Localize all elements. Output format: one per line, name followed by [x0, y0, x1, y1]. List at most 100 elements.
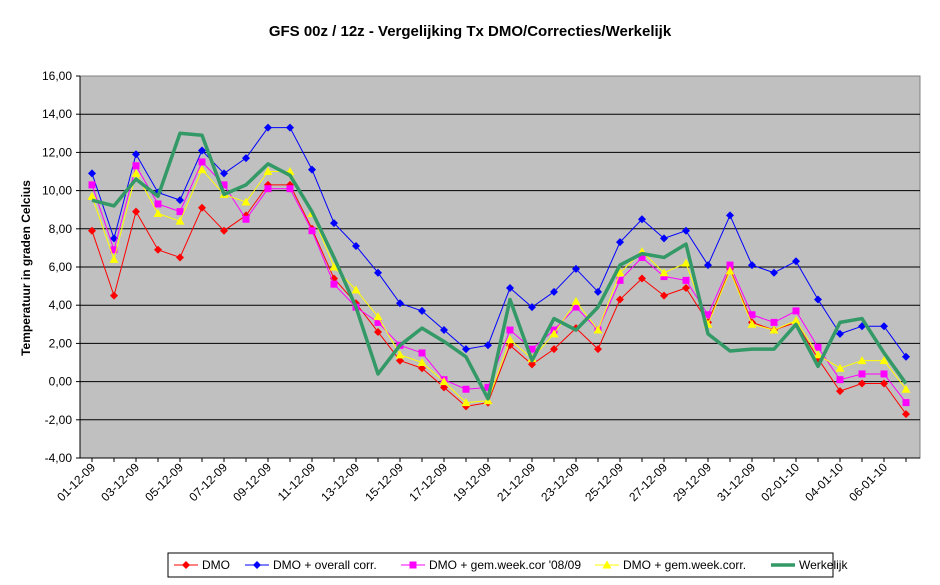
- legend-label: Werkelijk: [799, 558, 848, 572]
- data-point: [330, 280, 338, 288]
- legend-item: DMO + gem.week.cor '08/09: [401, 558, 581, 572]
- data-point: [352, 241, 360, 250]
- data-point: [153, 209, 163, 218]
- data-point: [374, 268, 382, 277]
- data-point: [880, 322, 888, 331]
- data-point: [154, 200, 162, 208]
- data-point: [814, 343, 822, 351]
- x-tick-label: 03-12-09: [98, 460, 142, 504]
- data-point: [374, 318, 382, 326]
- data-point: [792, 257, 800, 266]
- x-tick-label: 02-01-10: [758, 460, 802, 504]
- data-point: [440, 383, 448, 392]
- data-point: [836, 376, 844, 384]
- y-axis-ticks: -4,00 -2,00 0,00 2,00 4,00 6,00 8,00 10,00 12,00…: [42, 69, 920, 465]
- data-point: [813, 350, 823, 359]
- data-point: [484, 341, 492, 350]
- series-line: [91, 127, 907, 358]
- data-point: [572, 303, 580, 311]
- data-point: [462, 385, 470, 393]
- legend-item: Werkelijk: [771, 558, 848, 572]
- series-werkelijk: [91, 131, 908, 401]
- data-point: [879, 356, 889, 365]
- x-tick-label: 27-12-09: [626, 460, 670, 504]
- x-tick-label: 23-12-09: [538, 460, 582, 504]
- x-tick-label: 25-12-09: [582, 460, 626, 504]
- data-point: [593, 325, 603, 334]
- data-point: [769, 325, 779, 334]
- data-point: [748, 261, 756, 270]
- x-tick-label: 13-12-09: [318, 460, 362, 504]
- data-point: [198, 146, 206, 155]
- data-point: [484, 383, 492, 391]
- data-point: [154, 245, 162, 254]
- data-point: [264, 185, 272, 193]
- data-point: [858, 370, 866, 378]
- data-point: [418, 306, 426, 315]
- data-point: [440, 326, 448, 335]
- data-point: [616, 238, 624, 247]
- data-point: [373, 312, 383, 321]
- data-point: [638, 274, 646, 283]
- y-tick-label: 0,00: [49, 375, 73, 389]
- data-point: [242, 154, 250, 163]
- data-point: [660, 273, 668, 281]
- data-point: [220, 226, 228, 235]
- data-point: [198, 158, 206, 166]
- data-point: [880, 379, 888, 388]
- data-point: [602, 560, 612, 569]
- data-point: [791, 315, 801, 324]
- data-point: [616, 295, 624, 304]
- legend-item: DMO: [174, 558, 230, 572]
- data-point: [396, 356, 404, 365]
- y-tick-label: 2,00: [49, 336, 73, 350]
- y-tick-label: 16,00: [42, 69, 72, 83]
- data-point: [725, 266, 735, 275]
- y-tick-label: -2,00: [45, 413, 73, 427]
- data-point: [286, 185, 294, 193]
- x-tick-label: 04-01-10: [802, 460, 846, 504]
- data-point: [109, 254, 119, 263]
- data-point: [131, 168, 141, 177]
- legend: DMO DMO + overall corr. DMO + gem.week.cor…: [167, 552, 848, 578]
- data-point: [682, 226, 690, 235]
- x-tick-label: 06-01-10: [846, 460, 890, 504]
- data-point: [176, 253, 184, 262]
- data-point: [835, 363, 845, 372]
- data-point: [409, 561, 417, 569]
- data-point: [182, 561, 190, 569]
- data-point: [286, 123, 294, 132]
- x-tick-label: 21-12-09: [494, 460, 538, 504]
- data-point: [506, 284, 514, 293]
- data-point: [638, 253, 646, 261]
- data-point: [308, 227, 316, 235]
- data-point: [704, 311, 712, 319]
- x-tick-label: 31-12-09: [714, 460, 758, 504]
- legend-label: DMO + gem.week.cor '08/09: [429, 558, 581, 572]
- y-tick-label: 14,00: [42, 107, 72, 121]
- data-point: [880, 370, 888, 378]
- data-point: [549, 329, 559, 338]
- data-point: [638, 215, 646, 224]
- x-tick-label: 01-12-09: [54, 460, 98, 504]
- data-point: [198, 203, 206, 212]
- series-line: [91, 131, 908, 401]
- data-point: [176, 196, 184, 205]
- y-tick-label: 6,00: [49, 260, 73, 274]
- data-point: [396, 299, 404, 308]
- data-point: [110, 291, 118, 300]
- data-point: [616, 276, 624, 284]
- data-point: [814, 295, 822, 304]
- data-point: [836, 387, 844, 396]
- x-tick-label: 05-12-09: [142, 460, 186, 504]
- x-tick-label: 19-12-09: [450, 460, 494, 504]
- data-point: [528, 345, 536, 353]
- data-point: [88, 169, 96, 178]
- data-point: [439, 377, 449, 386]
- y-tick-label: 8,00: [49, 222, 73, 236]
- data-point: [506, 341, 514, 350]
- data-point: [660, 291, 668, 300]
- data-point: [528, 303, 536, 312]
- data-point: [132, 207, 140, 216]
- data-point: [175, 216, 185, 225]
